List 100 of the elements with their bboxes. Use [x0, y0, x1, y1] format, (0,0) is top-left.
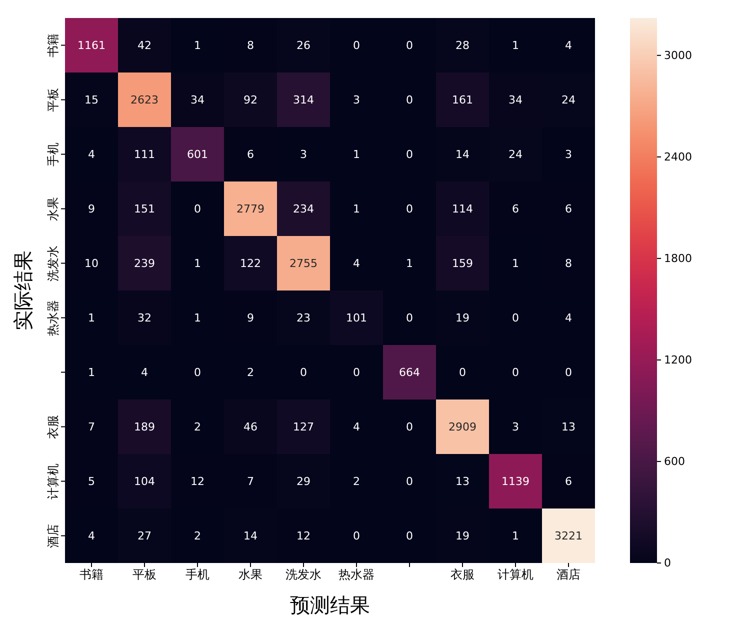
color-bar-label: 1200	[664, 353, 692, 366]
data-label: 7	[88, 420, 95, 434]
data-label: 1139	[502, 475, 530, 488]
data-label: 6	[512, 202, 519, 216]
data-label: 239	[134, 257, 155, 270]
data-label: 4	[565, 39, 572, 52]
data-label: 29	[296, 475, 310, 488]
data-label: 8	[565, 257, 572, 270]
y-tick-label: 书籍	[46, 33, 60, 58]
data-label: 0	[300, 366, 307, 380]
data-label: 0	[406, 39, 413, 52]
data-label: 111	[134, 148, 155, 162]
data-label: 2779	[236, 202, 264, 216]
data-label: 23	[296, 312, 310, 325]
data-label: 664	[399, 366, 420, 380]
data-label: 161	[452, 94, 473, 107]
data-label: 32	[138, 312, 152, 325]
data-label: 24	[508, 148, 522, 162]
data-label: 92	[244, 94, 258, 107]
data-label: 2623	[130, 94, 158, 107]
data-label: 1	[512, 530, 519, 543]
y-tick-label: 平板	[46, 88, 60, 112]
x-tick-label: 书籍	[80, 568, 104, 582]
data-label: 0	[353, 366, 360, 380]
x-tick-label: 计算机	[498, 568, 534, 582]
data-label: 4	[353, 420, 360, 434]
data-label: 15	[84, 94, 98, 107]
y-tick-label: 手机	[46, 142, 60, 166]
data-label: 0	[406, 530, 413, 543]
data-label: 1	[353, 202, 360, 216]
data-label: 0	[512, 312, 519, 325]
data-label: 3221	[554, 530, 582, 543]
x-tick-label: 水果	[238, 568, 262, 582]
x-tick-label: 手机	[186, 568, 210, 582]
data-label: 6	[565, 475, 572, 488]
data-label: 2755	[290, 257, 318, 270]
color-bar-label: 600	[664, 455, 685, 468]
data-label: 0	[406, 475, 413, 488]
data-label: 19	[456, 312, 470, 325]
data-label: 12	[296, 530, 310, 543]
color-bar-label: 2400	[664, 150, 692, 164]
data-label: 14	[456, 148, 470, 162]
data-label: 42	[138, 39, 152, 52]
data-label: 1	[194, 39, 201, 52]
data-label: 3	[353, 94, 360, 107]
data-label: 13	[562, 420, 576, 434]
data-label: 101	[346, 312, 367, 325]
x-tick-label: 衣服	[450, 568, 474, 582]
data-label: 1	[406, 257, 413, 270]
data-label: 14	[244, 530, 258, 543]
data-label: 34	[508, 94, 522, 107]
data-label: 27	[138, 530, 152, 543]
x-tick-label: 平板	[132, 568, 156, 582]
data-label: 0	[512, 366, 519, 380]
data-label: 9	[88, 202, 95, 216]
data-label: 0	[406, 202, 413, 216]
data-label: 1	[194, 312, 201, 325]
data-label: 0	[194, 202, 201, 216]
data-label: 2	[353, 475, 360, 488]
data-label: 1161	[78, 39, 106, 52]
data-label: 3	[565, 148, 572, 162]
data-label: 2909	[448, 420, 476, 434]
data-label: 28	[456, 39, 470, 52]
x-tick-label: 酒店	[556, 568, 580, 582]
data-label: 1	[88, 312, 95, 325]
data-label: 0	[406, 94, 413, 107]
data-label: 122	[240, 257, 261, 270]
data-label: 4	[565, 312, 572, 325]
data-label: 46	[244, 420, 258, 434]
y-tick-label: 热水器	[46, 300, 60, 336]
data-label: 189	[134, 420, 155, 434]
data-label: 0	[406, 148, 413, 162]
data-label: 26	[296, 39, 310, 52]
data-label: 2	[194, 530, 201, 543]
data-label: 104	[134, 475, 155, 488]
data-label: 1	[512, 257, 519, 270]
data-label: 1	[512, 39, 519, 52]
data-label: 314	[293, 94, 314, 107]
data-label: 0	[459, 366, 466, 380]
data-label: 12	[190, 475, 204, 488]
data-label: 2	[247, 366, 254, 380]
x-axis-title: 预测结果	[290, 593, 370, 617]
data-label: 1	[353, 148, 360, 162]
x-tick-label: 热水器	[338, 568, 374, 582]
data-label: 234	[293, 202, 314, 216]
y-tick-label: 衣服	[46, 414, 60, 439]
color-bar-label: 0	[664, 556, 671, 570]
data-label: 0	[406, 420, 413, 434]
y-axis-title: 实际结果	[11, 250, 35, 330]
data-label: 1	[88, 366, 95, 380]
data-label: 19	[456, 530, 470, 543]
data-label: 6	[565, 202, 572, 216]
data-label: 4	[88, 148, 95, 162]
data-label: 151	[134, 202, 155, 216]
data-label: 4	[88, 530, 95, 543]
data-label: 5	[88, 475, 95, 488]
data-label: 10	[84, 257, 98, 270]
data-label: 0	[353, 39, 360, 52]
data-label: 13	[456, 475, 470, 488]
x-tick-label: 洗发水	[286, 568, 322, 582]
